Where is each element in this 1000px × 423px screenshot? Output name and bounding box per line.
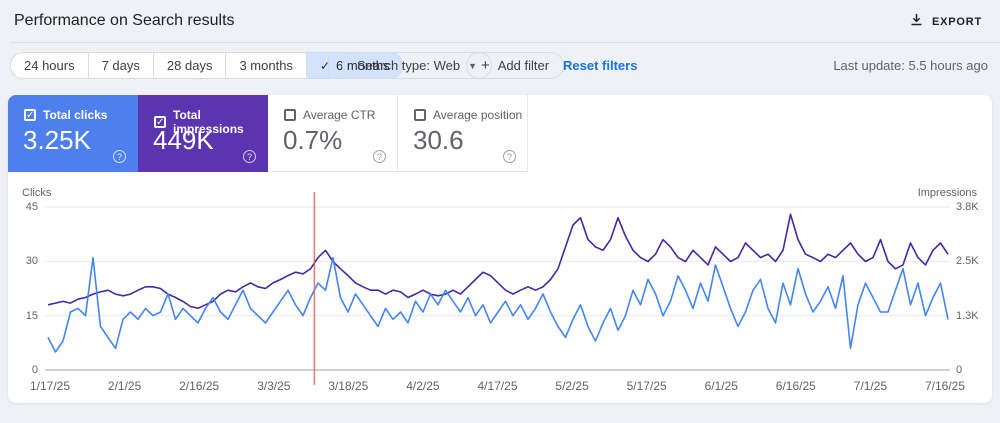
total-impressions-line xyxy=(47,213,949,309)
x-axis-label: 2/16/25 xyxy=(179,379,220,393)
export-label: EXPORT xyxy=(931,16,982,28)
metric-tiles: ✓ Total clicks 3.25K ? ✓ Total impressio… xyxy=(8,95,528,172)
help-icon[interactable]: ? xyxy=(503,150,516,163)
chip-label: 3 months xyxy=(239,58,293,73)
x-axis-label: 3/18/25 xyxy=(328,379,369,393)
help-icon[interactable]: ? xyxy=(373,150,386,163)
left-axis-title: Clicks xyxy=(22,187,52,199)
performance-panel: ✓ Total clicks 3.25K ? ✓ Total impressio… xyxy=(8,95,992,403)
export-button[interactable]: EXPORT xyxy=(903,8,988,36)
chip-label: 28 days xyxy=(166,58,213,73)
x-axis-label: 5/17/25 xyxy=(626,379,667,393)
page-title: Performance on Search results xyxy=(14,12,235,29)
metric-label: Total impressions xyxy=(173,108,244,136)
checkbox-average-ctr[interactable] xyxy=(284,109,296,121)
x-axis-label: 4/17/25 xyxy=(477,379,518,393)
checkbox-total-impressions[interactable]: ✓ xyxy=(154,116,166,128)
date-range-3-months[interactable]: 3 months xyxy=(226,52,307,79)
metric-tile-average-position[interactable]: Average position 30.6 ? xyxy=(398,95,528,172)
metric-value: 0.7% xyxy=(283,125,343,155)
date-range-7-days[interactable]: 7 days xyxy=(88,52,154,79)
header-divider xyxy=(10,42,1000,43)
x-axis-label: 1/17/25 xyxy=(29,379,71,393)
x-axis-label: 6/1/25 xyxy=(704,379,738,393)
metric-tile-total-clicks[interactable]: ✓ Total clicks 3.25K ? xyxy=(8,95,138,172)
checkmark-icon: ✓ xyxy=(319,58,330,73)
total-clicks-line xyxy=(47,256,949,353)
last-update-text: Last update: 5.5 hours ago xyxy=(833,58,988,73)
right-axis-tick: 1.3K xyxy=(956,309,979,322)
x-axis-label: 4/2/25 xyxy=(406,379,440,393)
right-axis-tick: 0 xyxy=(956,364,963,376)
help-icon[interactable]: ? xyxy=(243,150,256,163)
performance-line-chart[interactable] xyxy=(45,190,950,386)
checkbox-average-position[interactable] xyxy=(414,109,426,121)
x-axis-label: 7/16/25 xyxy=(924,379,966,393)
filter-divider xyxy=(328,52,329,79)
left-axis-tick: 15 xyxy=(25,309,38,322)
help-icon[interactable]: ? xyxy=(113,150,126,163)
checkbox-total-clicks[interactable]: ✓ xyxy=(24,109,36,121)
download-icon xyxy=(909,12,924,32)
right-axis-title: Impressions xyxy=(917,187,977,199)
date-range-24-hours[interactable]: 24 hours xyxy=(10,52,89,79)
x-axis-label: 3/3/25 xyxy=(257,379,291,393)
metric-label: Total clicks xyxy=(43,108,108,122)
left-axis-tick: 0 xyxy=(31,364,38,376)
left-axis-tick: 45 xyxy=(25,201,38,213)
chip-label: 7 days xyxy=(101,58,140,73)
right-axis-tick: 2.5K xyxy=(956,255,979,268)
metric-value: 3.25K xyxy=(23,125,91,155)
date-range-28-days[interactable]: 28 days xyxy=(153,52,227,79)
x-axis-label: 2/1/25 xyxy=(107,379,142,393)
x-axis-label: 6/16/25 xyxy=(775,379,816,393)
search-type-label: Search type: Web xyxy=(357,58,461,73)
left-axis-tick: 30 xyxy=(25,255,38,268)
chip-label: 24 hours xyxy=(24,58,75,73)
add-filter-button[interactable]: + Add filter xyxy=(466,52,565,79)
metric-label: Average position xyxy=(433,108,523,122)
right-axis-tick: 3.8K xyxy=(956,201,979,213)
filter-bar: 24 hours 7 days 28 days 3 months ✓ 6 mon… xyxy=(10,52,990,79)
x-axis-label: 7/1/25 xyxy=(853,379,888,393)
metric-value: 30.6 xyxy=(413,125,464,155)
reset-filters-link[interactable]: Reset filters xyxy=(563,58,638,73)
metric-value: 449K xyxy=(153,125,214,155)
metric-tile-total-impressions[interactable]: ✓ Total impressions 449K ? xyxy=(138,95,268,172)
x-axis-label: 5/2/25 xyxy=(555,379,589,393)
metric-tile-average-ctr[interactable]: Average CTR 0.7% ? xyxy=(268,95,398,172)
metric-label: Average CTR xyxy=(303,108,376,122)
plus-icon: + xyxy=(481,57,490,74)
add-filter-label: Add filter xyxy=(497,58,550,73)
